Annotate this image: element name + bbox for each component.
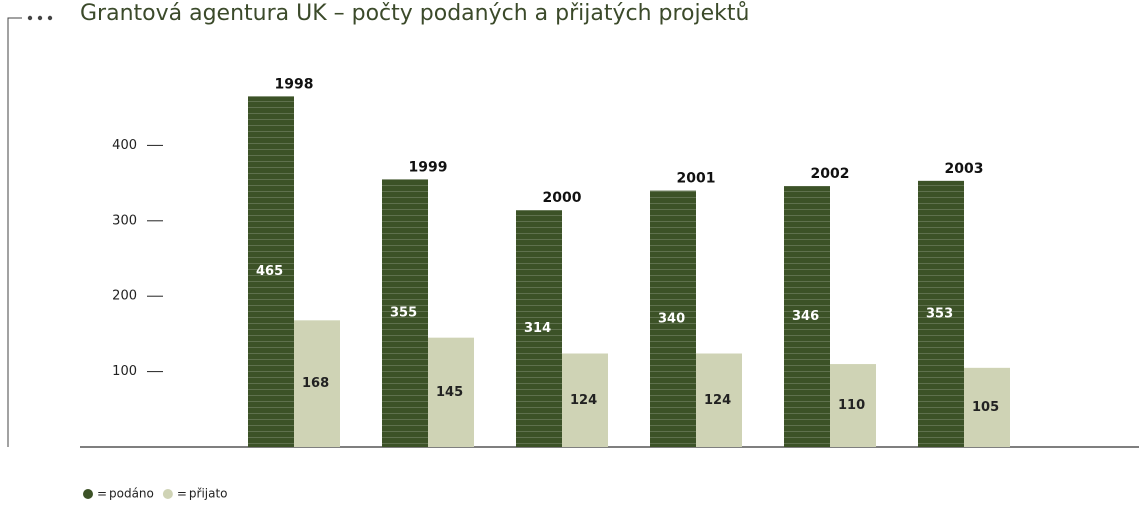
chart-title: Grantová agentura UK – počty podaných a … [80,1,749,26]
bar [696,353,742,447]
legend-equals: = [177,487,187,501]
title-dot [27,15,33,21]
category-label: 2002 [811,166,850,182]
category-label: 1998 [275,76,314,92]
legend-label: přijato [189,487,228,501]
category-label: 2000 [543,190,582,206]
value-label: 168 [302,376,329,391]
bar-texture [918,180,964,447]
category-label: 1999 [409,159,448,175]
legend-swatch [162,489,173,499]
value-label: 355 [390,306,417,321]
value-label: 340 [658,311,685,326]
y-tick-label: 100 [112,364,137,379]
bar [562,353,608,447]
bar [830,364,876,447]
category-label: 2003 [945,161,984,177]
y-tick-label: 400 [112,138,137,153]
value-label: 105 [972,400,999,415]
bar-texture [650,190,696,447]
frame [7,17,22,447]
title-dot [37,15,43,21]
value-label: 353 [926,306,953,321]
bar [294,320,340,447]
legend-swatch [83,489,93,499]
value-label: 110 [838,398,865,413]
legend-label: podáno [109,487,154,501]
bar [964,367,1010,447]
value-label: 346 [792,309,819,324]
y-tick-label: 300 [112,213,137,228]
bar-texture [784,186,830,447]
value-label: 124 [704,393,731,408]
legend: = podáno = přijato [83,487,228,501]
value-label: 124 [570,393,597,408]
y-tick-label: 200 [112,289,137,304]
bar-texture [516,210,562,447]
value-label: 465 [256,264,283,279]
value-label: 314 [524,321,551,336]
value-label: 145 [436,385,463,400]
bar-texture [382,179,428,447]
bar-texture [248,96,294,447]
legend-equals: = [97,487,107,501]
title-dot [47,15,53,21]
bar [428,337,474,447]
category-label: 2001 [677,171,716,187]
